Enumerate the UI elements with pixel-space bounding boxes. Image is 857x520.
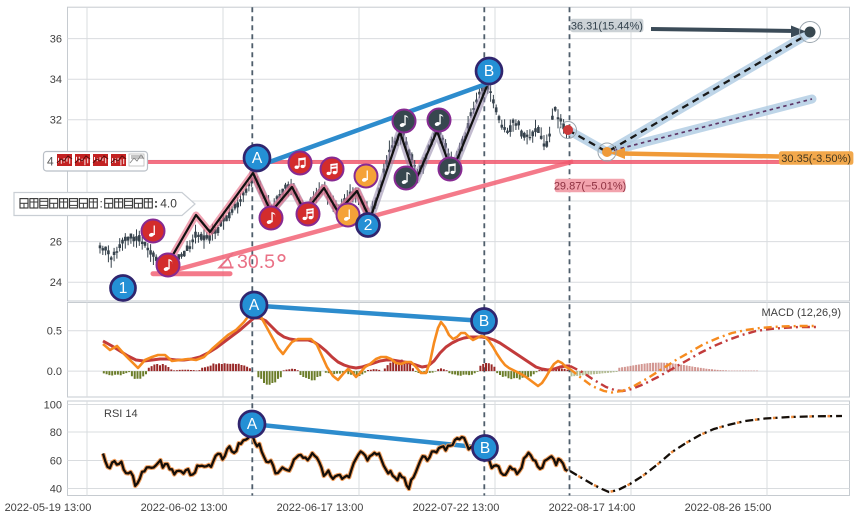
svg-text:32: 32 (50, 115, 62, 127)
svg-text:0.0: 0.0 (47, 366, 62, 378)
svg-text:2022-08-26 15:00: 2022-08-26 15:00 (685, 502, 772, 514)
svg-text:2022-08-17 14:00: 2022-08-17 14:00 (549, 502, 636, 514)
svg-text:60: 60 (50, 455, 62, 467)
svg-text:34: 34 (50, 74, 62, 86)
svg-text:RSI 14: RSI 14 (104, 408, 138, 420)
svg-text:24: 24 (50, 277, 62, 289)
svg-text:29.87(−5.01%): 29.87(−5.01%) (554, 180, 626, 192)
svg-text:B: B (479, 313, 489, 330)
svg-text::: : (100, 197, 103, 211)
svg-text:A: A (249, 297, 260, 314)
svg-text:MACD (12,26,9): MACD (12,26,9) (762, 307, 841, 319)
svg-text:A: A (247, 416, 258, 433)
svg-text:4.0: 4.0 (160, 197, 177, 211)
svg-text:A: A (252, 150, 263, 167)
svg-text:2022-07-22 13:00: 2022-07-22 13:00 (413, 502, 500, 514)
svg-text:2: 2 (364, 217, 373, 234)
svg-text:30.5: 30.5 (237, 251, 275, 273)
svg-text:B: B (484, 63, 494, 80)
svg-text:36.31(15.44%): 36.31(15.44%) (571, 20, 643, 32)
svg-text:B: B (480, 440, 490, 457)
svg-text:0.5: 0.5 (47, 326, 62, 338)
svg-text:40: 40 (50, 483, 62, 495)
svg-text:2022-06-02 13:00: 2022-06-02 13:00 (141, 502, 228, 514)
svg-text:100: 100 (44, 399, 62, 411)
svg-text:1: 1 (119, 280, 128, 297)
svg-text:30.35(-3.50%): 30.35(-3.50%) (781, 153, 851, 165)
svg-text:4: 4 (47, 155, 54, 169)
svg-text:36: 36 (50, 33, 62, 45)
svg-text:2022-05-19 13:00: 2022-05-19 13:00 (5, 502, 92, 514)
svg-text:2022-06-17 13:00: 2022-06-17 13:00 (277, 502, 364, 514)
svg-text:26: 26 (50, 236, 62, 248)
svg-text:80: 80 (50, 427, 62, 439)
